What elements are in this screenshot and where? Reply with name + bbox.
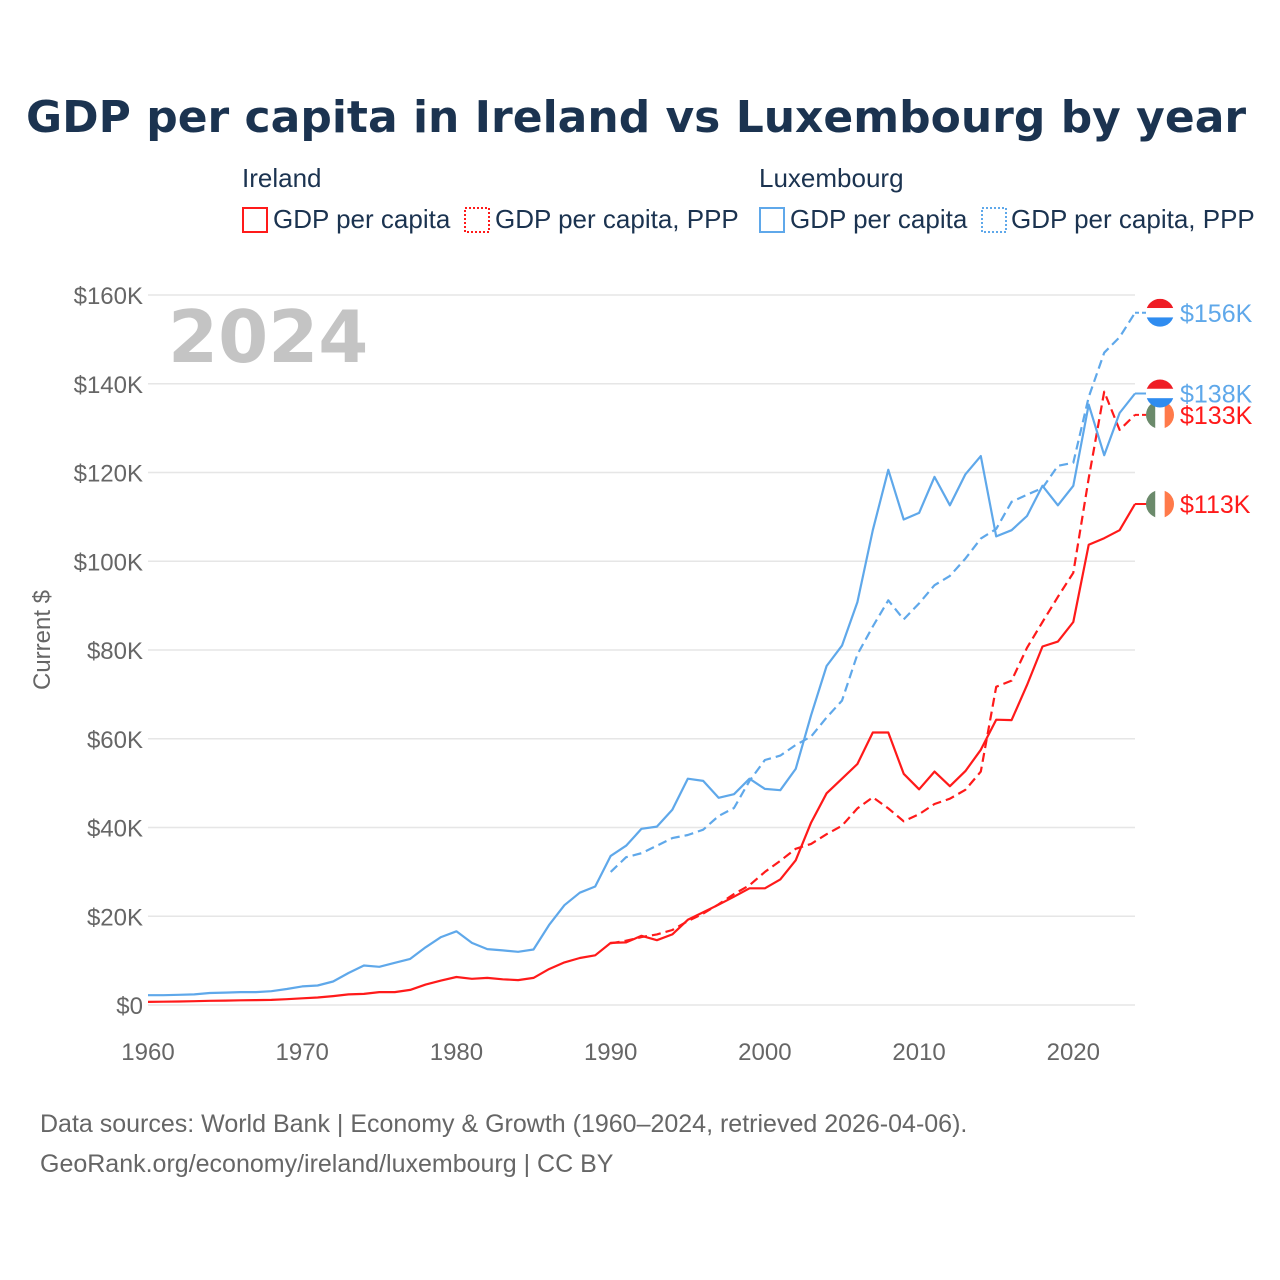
luxembourg-flag-icon <box>1146 379 1174 408</box>
legend-item-ireland-gdp[interactable]: GDP per capita <box>273 204 451 234</box>
end-value-label: $133K <box>1180 402 1253 430</box>
luxembourg-flag-icon <box>1146 298 1174 327</box>
legend-swatch-luxembourg-gdp <box>759 207 785 233</box>
ireland-flag-icon <box>1146 490 1174 519</box>
legend: Ireland GDP per capita GDP per capita, P… <box>242 163 1255 234</box>
series-lines <box>147 312 1136 1003</box>
grid <box>148 294 1135 1006</box>
legend-group-luxembourg: Luxembourg <box>759 163 904 193</box>
y-tick-label: $120K <box>74 461 143 488</box>
legend-group-ireland: Ireland <box>242 163 322 193</box>
legend-item-ireland-ppp[interactable]: GDP per capita, PPP <box>495 204 739 234</box>
source-line-2[interactable]: GeoRank.org/economy/ireland/luxembourg |… <box>40 1150 614 1178</box>
y-tick-label: $80K <box>87 638 143 665</box>
end-value-label: $156K <box>1180 300 1253 328</box>
x-tick-label: 2010 <box>892 1039 945 1066</box>
x-axis: 1960 1970 1980 1990 2000 2010 2020 <box>121 1039 1100 1066</box>
x-tick-label: 1990 <box>584 1039 637 1066</box>
legend-item-luxembourg-gdp[interactable]: GDP per capita <box>790 204 968 234</box>
ireland-flag-icon <box>1146 400 1174 429</box>
series-line-ireland-gdp-per-capita[interactable] <box>147 503 1136 1003</box>
end-value-label: $113K <box>1180 491 1251 519</box>
legend-item-luxembourg-ppp[interactable]: GDP per capita, PPP <box>1011 204 1255 234</box>
series-line-luxembourg-gdp-per-capita-ppp[interactable] <box>609 312 1136 873</box>
y-tick-label: $100K <box>74 549 143 576</box>
y-tick-label: $140K <box>74 372 143 399</box>
series-line-luxembourg-gdp-per-capita[interactable] <box>148 392 1136 997</box>
y-tick-label: $40K <box>87 816 143 843</box>
end-labels: $113K $133K$138K $156K <box>1135 298 1253 519</box>
year-watermark: 2024 <box>168 295 368 379</box>
legend-swatch-ireland-gdp <box>242 207 268 233</box>
legend-swatch-ireland-ppp <box>464 207 490 233</box>
x-tick-label: 1980 <box>430 1039 483 1066</box>
series-line-ireland-gdp-per-capita-ppp[interactable] <box>610 390 1136 945</box>
legend-swatch-luxembourg-ppp <box>981 207 1007 233</box>
x-tick-label: 1960 <box>121 1039 174 1066</box>
y-tick-label: $20K <box>87 904 143 931</box>
source-line-1: Data sources: World Bank | Economy & Gro… <box>40 1110 967 1138</box>
y-tick-label: $60K <box>87 727 143 754</box>
end-value-label: $138K <box>1180 381 1253 409</box>
chart-title: GDP per capita in Ireland vs Luxembourg … <box>26 92 1246 143</box>
x-tick-label: 1970 <box>276 1039 329 1066</box>
y-tick-label: $160K <box>74 283 143 310</box>
x-tick-label: 2020 <box>1047 1039 1100 1066</box>
y-tick-label: $0 <box>116 993 143 1020</box>
y-axis: $0 $20K $40K $60K $80K $100K $120K $140K $160K <box>74 283 143 1020</box>
y-axis-label: Current $ <box>29 590 56 690</box>
x-tick-label: 2000 <box>738 1039 791 1066</box>
